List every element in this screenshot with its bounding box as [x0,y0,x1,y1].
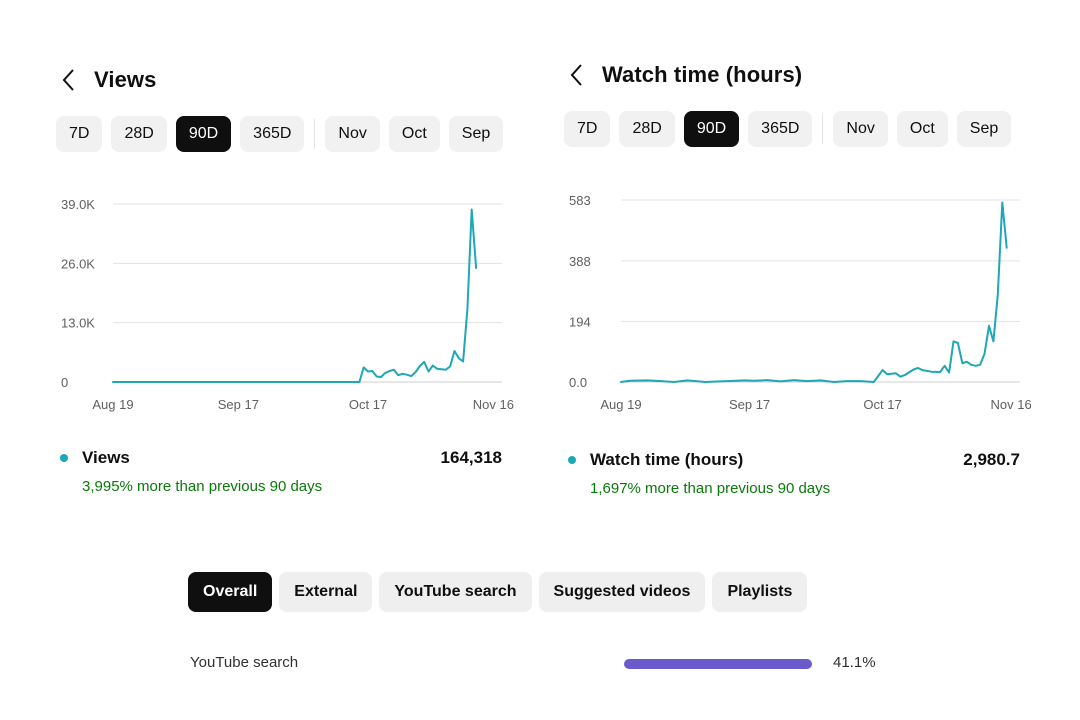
chip-sep[interactable]: Sep [448,116,504,152]
y-tick-label: 583 [569,193,591,208]
x-tick-label: Aug 19 [600,397,641,412]
x-tick-label: Oct 17 [349,397,387,412]
x-tick-label: Oct 17 [863,397,901,412]
metric-change: 3,995% more than previous 90 days [82,478,323,495]
source-row: YouTube search 41.1% [190,654,890,676]
chip-7d[interactable]: 7D [56,116,103,152]
y-tick-label: 194 [569,314,591,329]
chip-divider [314,119,316,149]
metric-change: 1,697% more than previous 90 days [590,480,831,497]
y-tick-label: 13.0K [61,316,95,331]
chip-oct[interactable]: Oct [896,111,948,147]
watch-time-header: Watch time (hours) [564,55,1044,95]
views-header: Views [56,60,526,100]
back-chevron-left-icon[interactable] [564,63,588,87]
period-chips: 7D 28D 90D 365D Nov Oct Sep [564,111,1044,147]
chip-28d[interactable]: 28D [111,116,167,152]
x-tick-label: Sep 17 [218,397,259,412]
chip-nov[interactable]: Nov [833,111,888,147]
chip-sep[interactable]: Sep [956,111,1012,147]
x-tick-label: Nov 16 [991,397,1032,412]
tab-suggested-videos[interactable]: Suggested videos [538,572,706,612]
source-percent: 41.1% [833,654,876,671]
source-bar-fill [624,659,813,669]
watch-time-line-chart: 0.0 194 388 583 Aug 19 Sep 17 Oct 17 Nov 16 [569,193,1032,412]
views-summary: Views 164,318 3,995% more than previous … [56,448,526,495]
page-title: Views [94,67,157,92]
source-label: YouTube search [190,654,299,671]
watch-time-panel: Watch time (hours) 7D 28D 90D 365D Nov O… [564,55,1044,497]
chip-365d[interactable]: 365D [748,111,813,147]
traffic-source-tabs: Overall External YouTube search Suggeste… [188,572,814,612]
x-tick-label: Sep 17 [729,397,770,412]
watch-time-summary: Watch time (hours) 2,980.7 1,697% more t… [564,450,1044,497]
series-line [112,208,478,383]
source-bar-track [624,659,820,669]
y-tick-label: 0 [61,375,68,390]
tab-external[interactable]: External [279,572,373,612]
metric-value: 2,980.7 [963,450,1020,469]
tab-overall[interactable]: Overall [188,572,273,612]
chip-nov[interactable]: Nov [325,116,380,152]
chip-divider [822,114,824,144]
chip-365d[interactable]: 365D [240,116,305,152]
chip-90d[interactable]: 90D [683,111,740,147]
back-chevron-left-icon[interactable] [56,68,80,92]
chip-7d[interactable]: 7D [564,111,611,147]
tab-playlists[interactable]: Playlists [712,572,808,612]
page-title: Watch time (hours) [602,62,803,87]
metric-label: Watch time (hours) [590,450,744,469]
metric-label: Views [82,448,130,467]
x-tick-label: Nov 16 [473,397,514,412]
y-tick-label: 39.0K [61,197,95,212]
y-tick-label: 388 [569,254,591,269]
chip-28d[interactable]: 28D [619,111,675,147]
period-chips: 7D 28D 90D 365D Nov Oct Sep [56,116,526,152]
chip-oct[interactable]: Oct [388,116,440,152]
tab-youtube-search[interactable]: YouTube search [379,572,532,612]
views-panel: Views 7D 28D 90D 365D Nov Oct Sep 0 13.0K… [56,60,526,495]
y-tick-label: 26.0K [61,256,95,271]
chip-90d[interactable]: 90D [175,116,232,152]
series-line [620,201,1008,383]
y-tick-label: 0.0 [569,375,587,390]
views-line-chart: 0 13.0K 26.0K 39.0K Aug 19 Sep 17 Oct 17 Nov 16 [61,197,514,412]
series-dot-icon [568,456,576,464]
x-tick-label: Aug 19 [92,397,133,412]
series-dot-icon [60,454,68,462]
metric-value: 164,318 [440,448,502,467]
